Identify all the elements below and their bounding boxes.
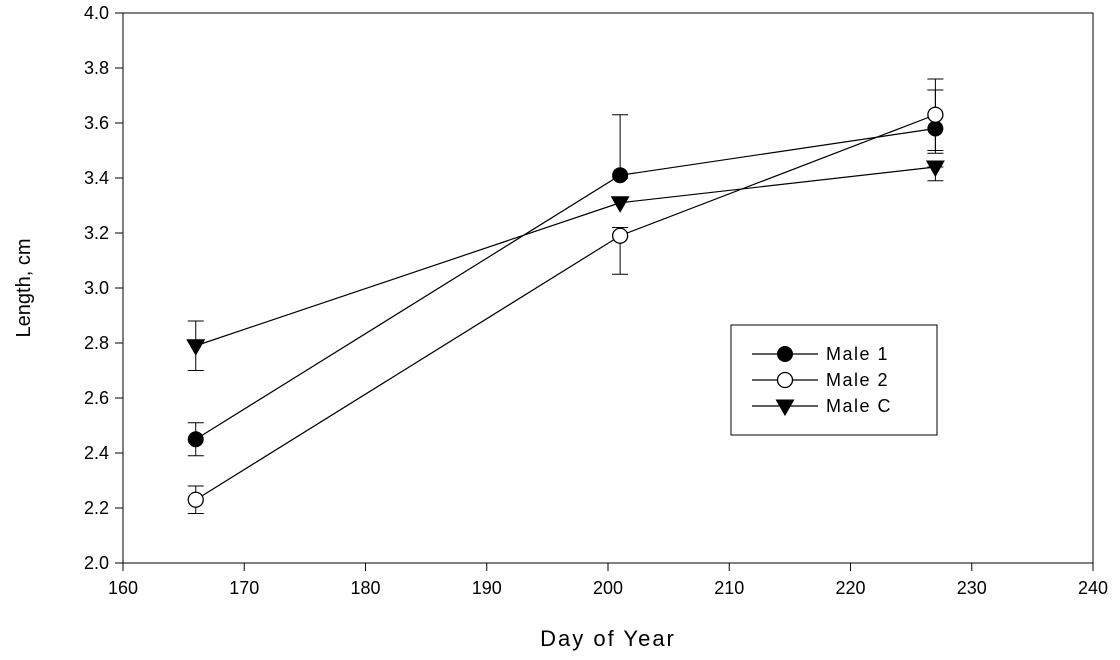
legend-item: Male 1 [752,344,889,364]
data-point [610,196,630,213]
y-tick-label: 2.0 [84,553,109,573]
y-tick-label: 2.6 [84,388,109,408]
series-male-c [186,160,945,371]
x-tick-label: 210 [714,578,744,598]
legend-label: Male 2 [826,370,889,390]
y-tick-label: 2.2 [84,498,109,518]
x-tick-label: 200 [593,578,623,598]
legend-item: Male C [752,396,892,417]
x-tick-label: 160 [108,578,138,598]
legend-label: Male 1 [826,344,889,364]
x-tick-label: 230 [957,578,987,598]
x-tick-label: 240 [1078,578,1108,598]
series-layer [186,78,945,514]
legend-marker [777,346,793,362]
series-line [195,114,936,501]
data-point [612,167,629,184]
data-point [927,106,944,123]
legend-marker [775,399,795,417]
legend-item: Male 2 [752,370,889,390]
x-axis-title: Day of Year [540,626,676,651]
y-tick-label: 3.6 [84,113,109,133]
y-tick-label: 2.4 [84,443,109,463]
axes: 160 170 180 190 200 210 220 230 240 2.0 2.2 2.4 2.6 2… [84,3,1108,598]
y-tick-label: 3.8 [84,58,109,78]
data-point [186,339,206,356]
data-point [187,431,204,448]
y-tick-label: 3.2 [84,223,109,243]
y-tick-label: 3.4 [84,168,109,188]
plot-frame [122,12,1094,564]
x-tick-label: 220 [835,578,865,598]
series-line [195,166,936,347]
y-tick-label: 3.0 [84,278,109,298]
y-tick-label: 2.8 [84,333,109,353]
x-tick-label: 180 [350,578,380,598]
data-point [187,491,204,508]
x-tick-label: 190 [472,578,502,598]
legend: Male 1 Male 2 Male C [730,324,938,436]
data-point [611,227,629,244]
legend-marker [776,371,794,389]
data-point [925,160,945,178]
legend-label: Male C [826,396,892,416]
y-tick-label: 4.0 [84,3,109,23]
series-male-2 [187,78,944,514]
y-axis-title: Length, cm [13,239,35,338]
x-tick-label: 170 [229,578,259,598]
